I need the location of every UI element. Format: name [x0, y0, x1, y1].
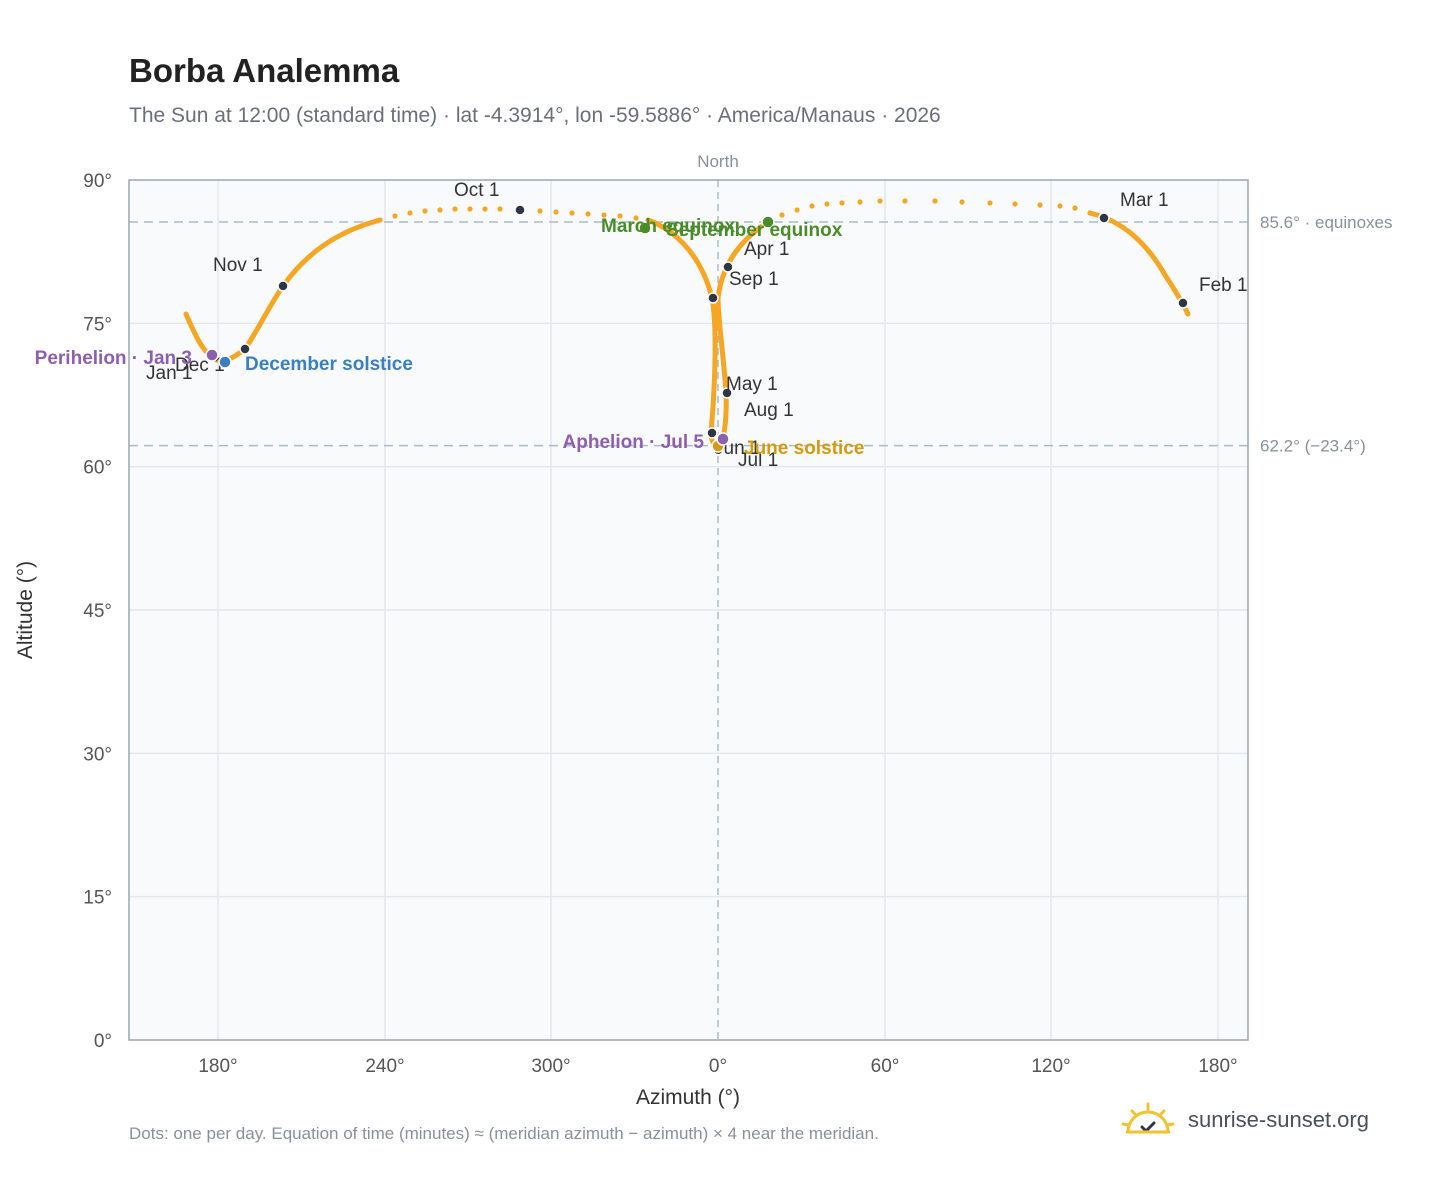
- x-tick-label: 180°: [1198, 1056, 1237, 1077]
- month-marker-dot: [277, 280, 289, 292]
- daily-dot: [1037, 202, 1043, 208]
- daily-dot: [585, 211, 591, 217]
- y-tick-label: 30°: [83, 744, 112, 765]
- reference-lines: 85.6° · equinoxes 62.2° (−23.4°): [129, 180, 1393, 1040]
- month-marker-label: Nov 1: [213, 255, 263, 276]
- y-tick-label: 90°: [83, 171, 112, 192]
- month-marker-dot: [239, 343, 251, 355]
- event-marker-dot: [716, 432, 730, 446]
- daily-dot: [959, 199, 965, 205]
- y-tick-label: 75°: [83, 314, 112, 335]
- event-marker-label: March equinox: [601, 216, 736, 237]
- event-marker-dot: [761, 215, 775, 229]
- month-marker-label: Jan 1: [146, 363, 192, 384]
- month-marker-label: Apr 1: [744, 239, 789, 260]
- daily-dot: [824, 201, 830, 207]
- month-marker-label: Feb 1: [1199, 275, 1248, 296]
- month-marker-label: Jul 1: [738, 450, 778, 471]
- x-tick-label: 300°: [531, 1056, 570, 1077]
- brand[interactable]: sunrise-sunset.org: [1120, 1102, 1369, 1138]
- y-tick-label: 60°: [83, 458, 112, 479]
- daily-dot: [422, 208, 428, 214]
- event-marker-label: Aphelion · Jul 5: [563, 432, 705, 453]
- event-marker-dot: [638, 221, 652, 235]
- daily-dot: [857, 199, 863, 205]
- daily-dot: [437, 207, 443, 213]
- y-tick-label: 15°: [83, 888, 112, 909]
- month-marker-dot: [706, 427, 718, 439]
- month-marker-dot: [1098, 212, 1110, 224]
- event-marker-dot: [205, 348, 219, 362]
- event-marker-label: Perihelion · Jan 3: [35, 348, 192, 369]
- grid: [129, 180, 1248, 1040]
- month-marker-dot: [514, 204, 526, 216]
- daily-dot: [452, 206, 458, 212]
- chart-title: Borba Analemma: [129, 52, 400, 89]
- daily-dot: [601, 212, 607, 218]
- daily-dot: [987, 200, 993, 206]
- x-tick-label: 60°: [871, 1056, 900, 1077]
- month-marker-label: Sep 1: [729, 269, 779, 290]
- daily-dot: [482, 206, 488, 212]
- daily-dot: [392, 213, 398, 219]
- sun-logo-icon: [1121, 1102, 1175, 1134]
- x-tick-label: 180°: [198, 1056, 237, 1077]
- month-marker-dot: [1177, 297, 1189, 309]
- daily-dot: [553, 209, 559, 215]
- reference-line-label: 62.2° (−23.4°): [1260, 437, 1366, 456]
- month-marker-label: Aug 1: [744, 400, 794, 421]
- daily-dot: [902, 198, 908, 204]
- month-marker-dot: [707, 292, 719, 304]
- daily-dot: [497, 206, 503, 212]
- daily-dot: [1072, 205, 1078, 211]
- x-tick-label: 240°: [365, 1056, 404, 1077]
- daily-dot: [1012, 201, 1018, 207]
- daily-dot: [1087, 210, 1093, 216]
- daily-dot: [932, 198, 938, 204]
- x-tick-label: 120°: [1031, 1056, 1070, 1077]
- daily-dot: [467, 206, 473, 212]
- event-marker-label: September equinox: [666, 220, 843, 241]
- daily-dot: [877, 198, 883, 204]
- month-marker-label: May 1: [726, 374, 778, 395]
- month-marker-dot: [721, 387, 733, 399]
- daily-dot: [377, 217, 383, 223]
- daily-dot: [407, 210, 413, 216]
- event-marker-label: June solstice: [744, 438, 864, 459]
- daily-dot: [617, 213, 623, 219]
- reference-line-label: 85.6° · equinoxes: [1260, 213, 1393, 232]
- daily-dot: [809, 203, 815, 209]
- y-axis-label: Altitude (°): [14, 561, 37, 659]
- event-marker-dot: [218, 355, 232, 369]
- chart-subtitle: The Sun at 12:00 (standard time) · lat -…: [129, 104, 941, 127]
- daily-dot: [1057, 203, 1063, 209]
- month-marker-label: Oct 1: [454, 180, 499, 201]
- y-tick-label: 0°: [94, 1031, 112, 1052]
- daily-dot: [633, 215, 639, 221]
- event-marker-label: December solstice: [245, 354, 413, 375]
- month-marker-dot: [722, 261, 734, 273]
- month-marker-label: Mar 1: [1120, 190, 1169, 211]
- north-label: North: [697, 152, 739, 171]
- daily-dot: [537, 208, 543, 214]
- x-axis-label: Azimuth (°): [636, 1086, 740, 1109]
- daily-dot: [839, 200, 845, 206]
- daily-dot: [794, 207, 800, 213]
- axis-ticks: 180° 240° 300° 0° 60° 120° 180° 0° 15° 30° 45° 60° 7…: [83, 171, 1237, 1077]
- brand-name: sunrise-sunset.org: [1188, 1107, 1369, 1132]
- footnote: Dots: one per day. Equation of time (min…: [129, 1124, 879, 1143]
- daily-dot: [779, 212, 785, 218]
- daily-dot: [569, 210, 575, 216]
- x-tick-label: 0°: [709, 1056, 727, 1077]
- plot-frame: [128, 179, 1249, 1041]
- y-tick-label: 45°: [83, 601, 112, 622]
